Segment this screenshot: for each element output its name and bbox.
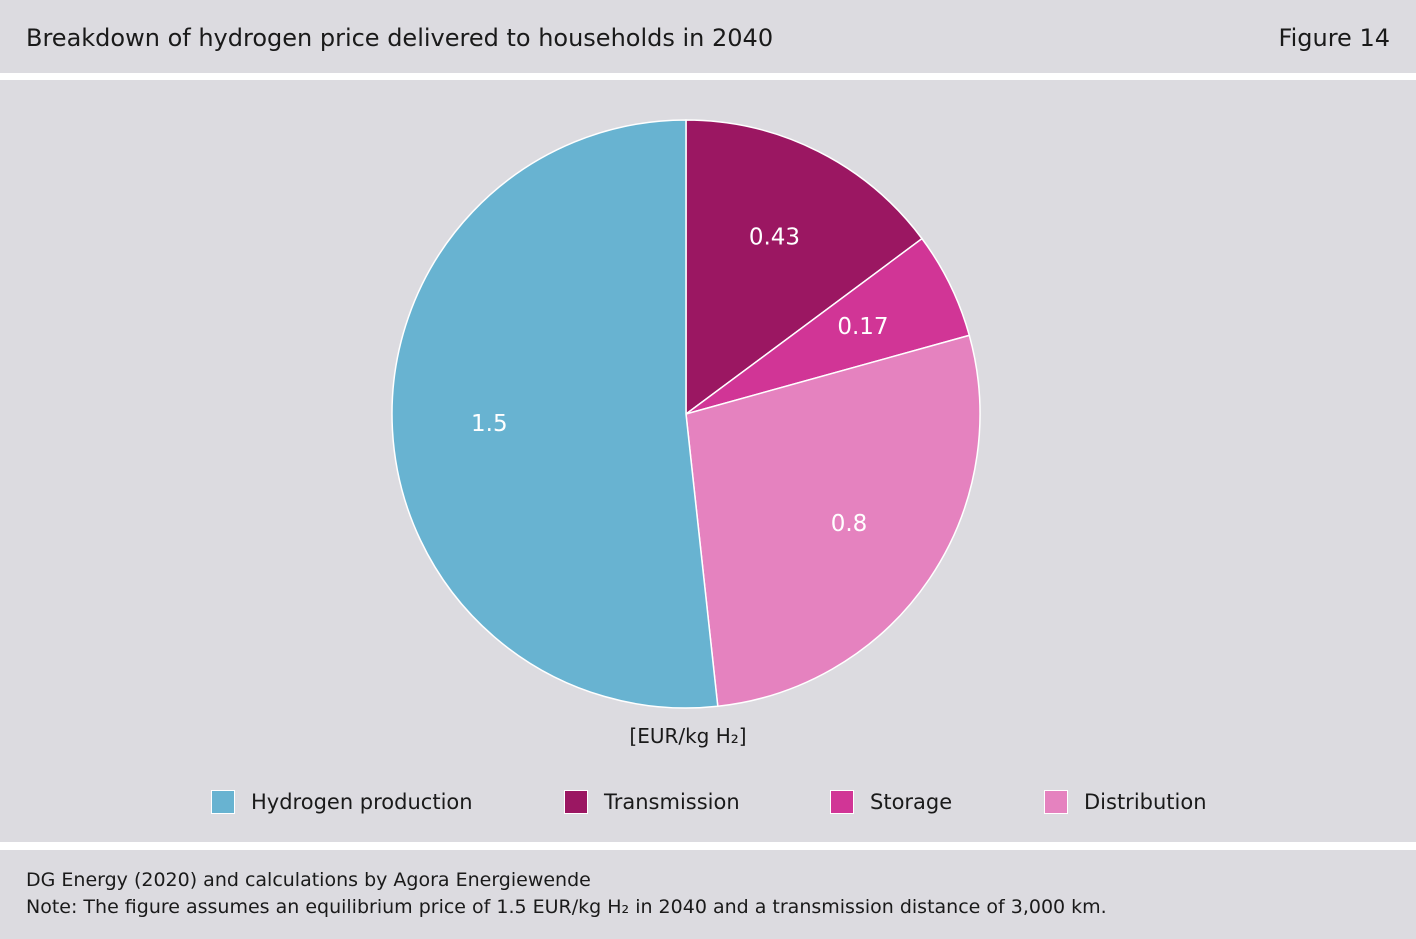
data-label-storage: 0.17 xyxy=(837,314,888,340)
pie-slice-transmission xyxy=(685,119,924,416)
legend-swatch-distribution xyxy=(1044,790,1068,814)
legend-swatch-transmission xyxy=(564,790,588,814)
legend-item-storage: Storage xyxy=(830,788,952,816)
data-label-hydrogen-production: 1.5 xyxy=(471,411,508,437)
legend-label-distribution: Distribution xyxy=(1084,790,1207,814)
figure-number: Figure 14 xyxy=(1278,24,1390,52)
legend-item-transmission: Transmission xyxy=(564,788,740,816)
pie-chart: 0.43 0.17 0.8 1.5 xyxy=(391,119,981,709)
figure-header: Breakdown of hydrogen price delivered to… xyxy=(0,0,1416,73)
source-text: DG Energy (2020) and calculations by Ago… xyxy=(26,869,591,891)
chart-area: 0.43 0.17 0.8 1.5 [EUR/kg H₂] Hydrogen prod… xyxy=(0,80,1416,842)
legend-swatch-hydrogen-production xyxy=(211,790,235,814)
data-label-distribution: 0.8 xyxy=(831,511,868,537)
figure-footer: DG Energy (2020) and calculations by Ago… xyxy=(0,850,1416,939)
pie-slice-hydrogen-production xyxy=(391,119,719,709)
legend-label-hydrogen-production: Hydrogen production xyxy=(251,790,473,814)
legend-item-hydrogen-production: Hydrogen production xyxy=(211,788,473,816)
unit-label: [EUR/kg H₂] xyxy=(629,724,747,748)
note-text: Note: The figure assumes an equilibrium … xyxy=(26,896,1107,918)
pie-slice-distribution xyxy=(685,334,981,708)
data-label-transmission: 0.43 xyxy=(749,225,800,251)
legend: Hydrogen production Transmission Storage Di… xyxy=(0,788,1416,816)
legend-label-transmission: Transmission xyxy=(604,790,740,814)
legend-label-storage: Storage xyxy=(870,790,953,814)
legend-swatch-storage xyxy=(830,790,854,814)
legend-item-distribution: Distribution xyxy=(1044,788,1207,816)
chart-title: Breakdown of hydrogen price delivered to… xyxy=(26,24,774,52)
